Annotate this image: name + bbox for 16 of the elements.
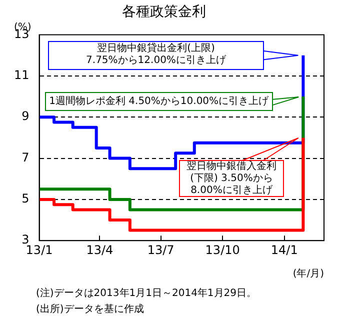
x-tick-label: 13/1 <box>26 242 53 257</box>
x-tick-label: 13/7 <box>147 242 174 257</box>
text: (出所)データを基に作成 <box>36 302 145 317</box>
y-tick-label: 9 <box>22 109 30 124</box>
chart-title: 各種政策金利 <box>122 4 206 20</box>
y-tick-label: 7 <box>22 150 30 164</box>
annotation: 翌日物中銀貸出金利(上限) 7.75%から12.00%に引き上げ <box>48 43 264 68</box>
x-tick-label: 13/4 <box>86 242 114 257</box>
annotation: 1週間物レポ金利 4.50%から10.00%に引き上げ <box>48 96 270 108</box>
annotation: 翌日物中銀借入金利 (下限) 3.50%から 8.00%に引き上げ <box>180 160 284 197</box>
x-axis-title: (年/月) <box>292 268 324 280</box>
text: (注)データは2013年1月1日～2014年1月29日。 <box>36 286 257 301</box>
x-tick-label: 14/1 <box>270 242 298 257</box>
y-tick-label: 5 <box>22 192 30 206</box>
x-tick-label: 13/10 <box>205 242 240 257</box>
y-tick-label: 11 <box>14 68 30 82</box>
